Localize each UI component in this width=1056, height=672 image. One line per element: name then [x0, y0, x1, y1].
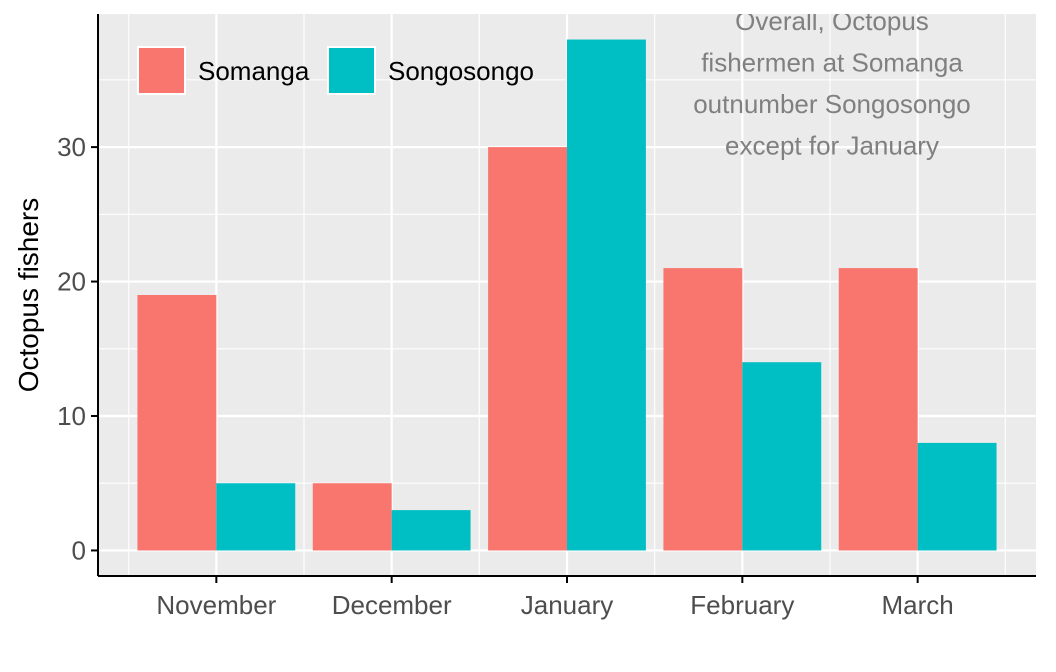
bar-songosongo-february	[742, 362, 822, 551]
y-tick-label: 30	[57, 132, 86, 162]
y-axis-title: Octopus fishers	[13, 198, 44, 393]
annotation-line: Overall, Octopus	[735, 6, 929, 36]
bars	[137, 39, 997, 551]
x-tick-label: January	[521, 590, 614, 620]
y-tick-label: 0	[72, 535, 86, 565]
annotation: Overall, Octopus fishermen at Somanga outn…	[693, 6, 971, 161]
legend-key-somanga	[137, 46, 186, 95]
bar-songosongo-march	[917, 442, 997, 551]
legend-key-songosongo	[327, 46, 376, 95]
legend-label-songosongo: Songosongo	[388, 56, 534, 86]
annotation-line: outnumber Songosongo	[693, 89, 971, 119]
bar-somanga-december	[312, 483, 392, 551]
bar-songosongo-december	[391, 510, 471, 551]
annotation-line: fishermen at Somanga	[701, 48, 963, 78]
bar-somanga-march	[838, 268, 918, 551]
axes: 0 10 20 30 November December January February Ma…	[57, 14, 1036, 620]
bar-songosongo-january	[567, 39, 646, 551]
annotation-line: except for January	[725, 131, 939, 161]
bar-somanga-january	[488, 147, 567, 551]
x-tick-label: February	[690, 590, 794, 620]
bar-somanga-november	[137, 295, 217, 551]
x-tick-label: December	[332, 590, 452, 620]
x-tick-label: March	[882, 590, 954, 620]
y-tick-label: 20	[57, 267, 86, 297]
y-tick-label: 10	[57, 401, 86, 431]
legend-label-somanga: Somanga	[198, 56, 310, 86]
bar-somanga-february	[663, 268, 743, 551]
legend: Somanga Songosongo	[137, 46, 534, 95]
bar-songosongo-november	[216, 483, 296, 551]
x-tick-label: November	[156, 590, 276, 620]
